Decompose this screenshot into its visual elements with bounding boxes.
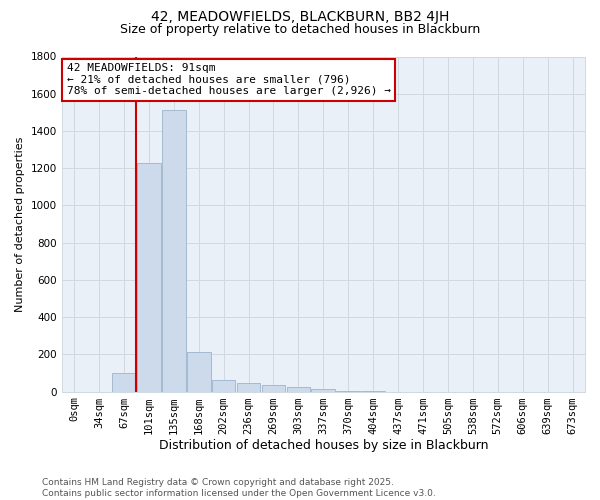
Text: 42, MEADOWFIELDS, BLACKBURN, BB2 4JH: 42, MEADOWFIELDS, BLACKBURN, BB2 4JH <box>151 10 449 24</box>
Bar <box>237 383 260 392</box>
Bar <box>337 390 360 392</box>
Bar <box>187 352 211 392</box>
Bar <box>112 373 136 392</box>
X-axis label: Distribution of detached houses by size in Blackburn: Distribution of detached houses by size … <box>158 440 488 452</box>
Bar <box>262 385 286 392</box>
Bar <box>137 162 161 392</box>
Bar <box>287 387 310 392</box>
Text: 42 MEADOWFIELDS: 91sqm
← 21% of detached houses are smaller (796)
78% of semi-de: 42 MEADOWFIELDS: 91sqm ← 21% of detached… <box>67 63 391 96</box>
Text: Contains HM Land Registry data © Crown copyright and database right 2025.
Contai: Contains HM Land Registry data © Crown c… <box>42 478 436 498</box>
Text: Size of property relative to detached houses in Blackburn: Size of property relative to detached ho… <box>120 22 480 36</box>
Y-axis label: Number of detached properties: Number of detached properties <box>15 136 25 312</box>
Bar <box>311 389 335 392</box>
Bar <box>162 110 185 392</box>
Bar <box>212 380 235 392</box>
